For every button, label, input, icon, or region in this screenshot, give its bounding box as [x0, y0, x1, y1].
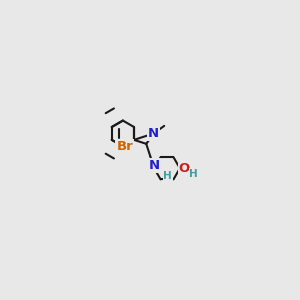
Text: O: O: [179, 162, 190, 175]
Text: Br: Br: [116, 140, 133, 153]
Text: H: H: [189, 169, 198, 179]
Text: N: N: [148, 127, 159, 140]
Text: N: N: [148, 159, 160, 172]
Text: H: H: [163, 171, 172, 181]
